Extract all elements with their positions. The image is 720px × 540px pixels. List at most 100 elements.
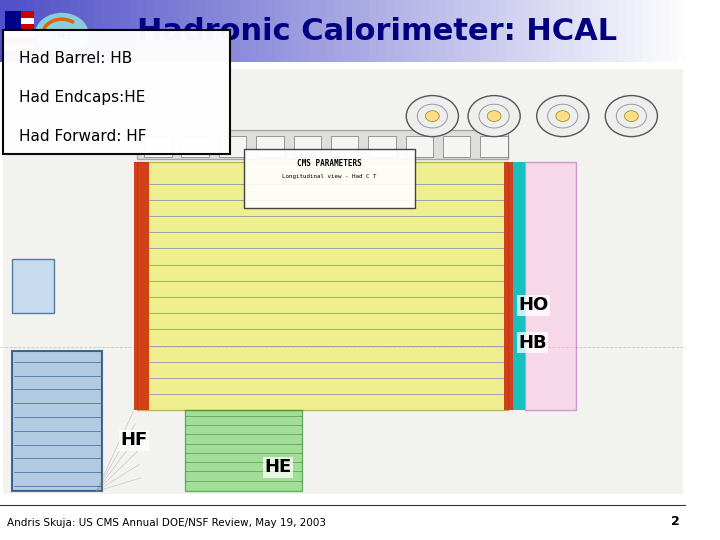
Bar	[454, 0, 464, 62]
Bar	[215, 0, 225, 62]
Bar	[369, 136, 396, 157]
Bar	[180, 0, 190, 62]
Bar	[257, 0, 267, 62]
FancyBboxPatch shape	[4, 30, 230, 154]
Bar	[557, 0, 567, 62]
Bar	[103, 0, 113, 62]
Bar	[326, 0, 336, 62]
Bar	[6, 11, 35, 18]
Bar	[525, 162, 577, 410]
Bar	[583, 0, 593, 62]
Bar	[9, 0, 19, 62]
Circle shape	[36, 14, 88, 55]
Bar	[0, 0, 10, 62]
Text: CMS: CMS	[52, 32, 72, 41]
Bar	[4, 69, 683, 494]
Bar	[43, 0, 53, 62]
Bar	[68, 0, 78, 62]
Text: 2: 2	[670, 515, 680, 528]
Bar	[386, 0, 396, 62]
Bar	[6, 31, 35, 37]
Bar	[489, 0, 499, 62]
Bar	[223, 0, 233, 62]
Bar	[6, 24, 35, 31]
Circle shape	[556, 111, 570, 122]
Bar	[395, 0, 405, 62]
Bar	[181, 136, 209, 157]
Bar	[120, 0, 130, 62]
Bar	[219, 136, 246, 157]
Bar	[60, 0, 70, 62]
Bar	[6, 44, 35, 50]
Bar	[438, 0, 447, 62]
Bar	[644, 0, 653, 62]
Circle shape	[487, 111, 501, 122]
Bar	[403, 0, 413, 62]
Bar	[256, 136, 284, 157]
Text: HO: HO	[518, 296, 549, 314]
Circle shape	[406, 96, 459, 137]
Bar	[6, 37, 35, 44]
Bar	[412, 0, 422, 62]
Polygon shape	[185, 410, 302, 491]
Bar	[112, 0, 122, 62]
Bar	[197, 0, 207, 62]
Bar	[6, 50, 35, 57]
Text: Had Barrel: HB: Had Barrel: HB	[19, 51, 132, 66]
Bar	[678, 0, 688, 62]
Bar	[369, 0, 379, 62]
Bar	[549, 0, 559, 62]
Bar	[232, 0, 242, 62]
Bar	[592, 0, 602, 62]
Circle shape	[468, 96, 520, 137]
Bar	[266, 0, 276, 62]
Text: Longitudinal view - Had C T: Longitudinal view - Had C T	[282, 173, 377, 179]
Bar	[17, 0, 27, 62]
Bar	[171, 0, 181, 62]
Bar	[12, 259, 53, 313]
Bar	[618, 0, 628, 62]
Bar	[300, 0, 310, 62]
Bar	[294, 136, 321, 157]
Bar	[446, 0, 456, 62]
Bar	[189, 0, 199, 62]
Bar	[309, 0, 319, 62]
Bar	[669, 0, 679, 62]
Bar	[360, 0, 370, 62]
Bar	[138, 0, 147, 62]
Bar	[206, 0, 216, 62]
Bar	[331, 136, 359, 157]
Bar	[283, 0, 293, 62]
Bar	[51, 0, 61, 62]
Bar	[138, 130, 508, 159]
Text: CMS PARAMETERS: CMS PARAMETERS	[297, 159, 361, 167]
Bar	[429, 0, 439, 62]
Bar	[138, 162, 508, 410]
Bar	[249, 0, 258, 62]
Bar	[129, 0, 139, 62]
Bar	[240, 0, 250, 62]
Bar	[513, 162, 525, 410]
Bar	[463, 0, 473, 62]
Text: Had Forward: HF: Had Forward: HF	[19, 129, 147, 144]
Bar	[609, 0, 619, 62]
Bar	[154, 0, 164, 62]
Circle shape	[536, 96, 589, 137]
Bar	[6, 11, 21, 31]
Bar	[6, 18, 35, 24]
Bar	[480, 0, 490, 62]
Bar	[523, 0, 534, 62]
Bar	[515, 0, 525, 62]
Bar	[498, 0, 508, 62]
Bar	[12, 351, 102, 491]
Bar	[532, 0, 542, 62]
Text: HE: HE	[264, 458, 292, 476]
Bar	[480, 136, 508, 157]
FancyBboxPatch shape	[243, 148, 415, 208]
Bar	[292, 0, 302, 62]
Bar	[600, 0, 611, 62]
Bar	[506, 0, 516, 62]
Bar	[343, 0, 353, 62]
Bar	[652, 0, 662, 62]
Bar	[351, 0, 361, 62]
